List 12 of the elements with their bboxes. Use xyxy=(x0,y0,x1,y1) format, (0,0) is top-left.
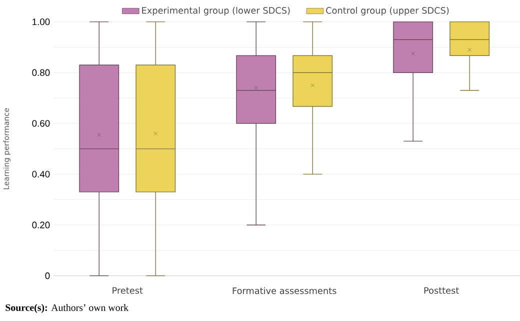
y-tick-label: 0.60 xyxy=(32,120,50,127)
x-tick-label: Posttest xyxy=(424,287,459,294)
y-tick-label: 1.00 xyxy=(32,18,50,25)
x-tick-label: Formative assessments xyxy=(232,287,336,294)
y-tick-label: 0.20 xyxy=(32,221,50,228)
text: Source(s): Authors’ own work xyxy=(6,304,128,313)
legend-label: Control group (upper SDCS) xyxy=(326,6,449,16)
y-tick-label: 0.40 xyxy=(32,170,50,178)
y-tick-label: 0.80 xyxy=(32,69,50,76)
y-tick-label: 0 xyxy=(45,272,50,279)
legend-label: Experimental group (lower SDCS) xyxy=(142,6,290,16)
x-tick-label: Pretest xyxy=(112,287,143,294)
